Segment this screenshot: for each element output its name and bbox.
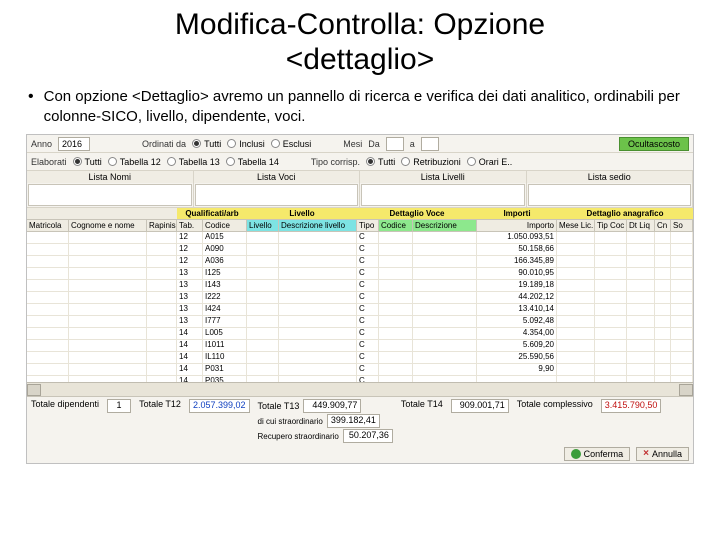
radio-retrib[interactable]: Retribuzioni	[401, 157, 461, 167]
table-row[interactable]: 12A015C1.050.093,51	[27, 232, 693, 244]
compl-value: 3.415.790,50	[601, 399, 662, 413]
recup-value: 50.207,36	[343, 429, 393, 443]
t13-label: Totale T13	[258, 401, 300, 411]
totdip-label: Totale dipendenti	[31, 399, 99, 409]
radio-elab-tutti[interactable]: Tutti	[73, 157, 102, 167]
table-row[interactable]: 12A090C50.158,66	[27, 244, 693, 256]
scroll-right-button[interactable]	[679, 384, 693, 396]
bullet-text: • Con opzione <Dettaglio> avremo un pann…	[20, 87, 700, 126]
slide-title: Modifica-Controlla: Opzione<dettaglio>	[20, 8, 700, 77]
mesi-label: Mesi	[343, 139, 362, 149]
compl-label: Totale complessivo	[517, 399, 593, 409]
grid-body[interactable]: 12A015C1.050.093,5112A090C50.158,6612A03…	[27, 232, 693, 382]
grid-group-header: Qualificati/arb Livello Dettaglio Voce I…	[27, 208, 693, 220]
lista-voci-header: Lista Voci	[194, 171, 360, 183]
radio-t12[interactable]: Tabella 12	[108, 157, 161, 167]
check-icon	[571, 449, 581, 459]
horizontal-scrollbar[interactable]	[27, 382, 693, 396]
mese-da[interactable]	[386, 137, 404, 151]
straord-label: di cui straordinario	[258, 417, 323, 426]
conferma-button[interactable]: Conferma	[564, 447, 631, 461]
app-panel: Anno 2016 Ordinati da Tutti Inclusi Escl…	[26, 134, 694, 464]
lista-livelli[interactable]	[361, 184, 525, 206]
radio-inclusi[interactable]: Inclusi	[227, 139, 265, 149]
grid-col-header: Matricola Cognome e nome Rapinisciolta T…	[27, 220, 693, 232]
table-row[interactable]: 13I777C5.092,48	[27, 316, 693, 328]
radio-tutti-ord[interactable]: Tutti	[192, 139, 221, 149]
dettaglio-toggle-button[interactable]: Ocultascosto	[619, 137, 689, 151]
close-icon: ×	[643, 449, 649, 459]
table-row[interactable]: 13I222C44.202,12	[27, 292, 693, 304]
anno-input[interactable]: 2016	[58, 137, 90, 151]
table-row[interactable]: 13I143C19.189,18	[27, 280, 693, 292]
straord-value: 399.182,41	[327, 414, 380, 428]
table-row[interactable]: 14L005C4.354,00	[27, 328, 693, 340]
table-row[interactable]: 13I125C90.010,95	[27, 268, 693, 280]
table-row[interactable]: 12A036C166.345,89	[27, 256, 693, 268]
t12-label: Totale T12	[139, 399, 181, 409]
t14-value: 909.001,71	[451, 399, 509, 413]
t12-value: 2.057.399,02	[189, 399, 250, 413]
t14-label: Totale T14	[401, 399, 443, 409]
lista-nomi-header: Lista Nomi	[27, 171, 193, 183]
ordinati-label: Ordinati da	[142, 139, 186, 149]
lista-sedio-header: Lista sedio	[527, 171, 693, 183]
tipocorr-label: Tipo corrisp.	[311, 157, 360, 167]
filter-lists: Lista Nomi Lista Voci Lista Livelli List…	[27, 171, 693, 208]
table-row[interactable]: 14P031C9,90	[27, 364, 693, 376]
lista-livelli-header: Lista Livelli	[360, 171, 526, 183]
lista-voci[interactable]	[195, 184, 359, 206]
elaborati-label: Elaborati	[31, 157, 67, 167]
radio-tipo-tutti[interactable]: Tutti	[366, 157, 395, 167]
annulla-button[interactable]: ×Annulla	[636, 447, 689, 461]
mese-a[interactable]	[421, 137, 439, 151]
table-row[interactable]: 14I1011C5.609,20	[27, 340, 693, 352]
table-row[interactable]: 13I424C13.410,14	[27, 304, 693, 316]
scroll-left-button[interactable]	[27, 384, 41, 396]
lista-nomi[interactable]	[28, 184, 192, 206]
recup-label: Recupero straordinario	[258, 432, 339, 441]
radio-t13[interactable]: Tabella 13	[167, 157, 220, 167]
table-row[interactable]: 14IL110C25.590,56	[27, 352, 693, 364]
totdip-value: 1	[107, 399, 131, 413]
anno-label: Anno	[31, 139, 52, 149]
table-row[interactable]: 14P035C	[27, 376, 693, 382]
footer-totals: Totale dipendenti 1 Totale T12 2.057.399…	[27, 396, 693, 445]
lista-sedio[interactable]	[528, 184, 692, 206]
radio-t14[interactable]: Tabella 14	[226, 157, 279, 167]
radio-orari[interactable]: Orari E..	[467, 157, 513, 167]
radio-esclusi[interactable]: Esclusi	[271, 139, 312, 149]
t13-value: 449.909,77	[303, 399, 361, 413]
